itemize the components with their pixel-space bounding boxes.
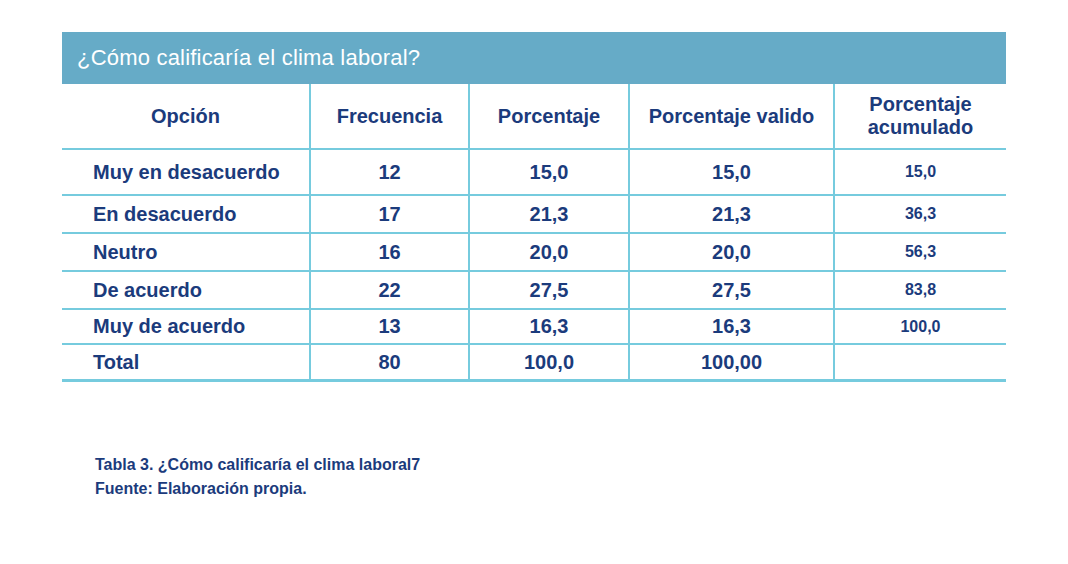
- cell-porcentaje-acumulado: 100,0: [833, 310, 1006, 345]
- column-header-porcentaje: Porcentaje: [468, 84, 628, 150]
- cell-porcentaje: 20,0: [468, 234, 628, 272]
- caption-source: Fuente: Elaboración propia.: [95, 477, 420, 501]
- cell-porcentaje: 21,3: [468, 196, 628, 234]
- page: ¿Cómo calificaría el clima laboral? Opci…: [0, 0, 1068, 564]
- cell-porcentaje-valido: 16,3: [628, 310, 833, 345]
- cell-total-porcentaje: 100,0: [468, 345, 628, 382]
- cell-option: Muy en desacuerdo: [62, 150, 309, 196]
- cell-porcentaje-valido: 27,5: [628, 272, 833, 310]
- table-title-banner: ¿Cómo calificaría el clima laboral?: [62, 32, 1006, 84]
- cell-porcentaje-acumulado: 56,3: [833, 234, 1006, 272]
- column-header-opcion: Opción: [62, 84, 309, 150]
- data-table: Opción Frecuencia Porcentaje Porcentaje …: [62, 84, 1006, 382]
- caption-title: Tabla 3. ¿Cómo calificaría el clima labo…: [95, 453, 420, 477]
- cell-total-label: Total: [62, 345, 309, 382]
- table-caption: Tabla 3. ¿Cómo calificaría el clima labo…: [95, 453, 420, 501]
- cell-total-porcentaje-valido: 100,00: [628, 345, 833, 382]
- cell-porcentaje-acumulado: 83,8: [833, 272, 1006, 310]
- column-header-frecuencia: Frecuencia: [309, 84, 468, 150]
- cell-option: Muy de acuerdo: [62, 310, 309, 345]
- cell-porcentaje: 15,0: [468, 150, 628, 196]
- cell-porcentaje-acumulado: 15,0: [833, 150, 1006, 196]
- cell-frecuencia: 13: [309, 310, 468, 345]
- cell-option: De acuerdo: [62, 272, 309, 310]
- cell-option: Neutro: [62, 234, 309, 272]
- column-header-porcentaje-acumulado: Porcentaje acumulado: [833, 84, 1006, 150]
- cell-porcentaje: 16,3: [468, 310, 628, 345]
- cell-total-porcentaje-acumulado: [833, 345, 1006, 382]
- cell-option: En desacuerdo: [62, 196, 309, 234]
- column-header-porcentaje-valido: Porcentaje valido: [628, 84, 833, 150]
- cell-porcentaje-valido: 15,0: [628, 150, 833, 196]
- cell-frecuencia: 17: [309, 196, 468, 234]
- cell-total-frecuencia: 80: [309, 345, 468, 382]
- cell-frecuencia: 22: [309, 272, 468, 310]
- table-title: ¿Cómo calificaría el clima laboral?: [77, 45, 420, 71]
- cell-porcentaje-valido: 20,0: [628, 234, 833, 272]
- cell-porcentaje-valido: 21,3: [628, 196, 833, 234]
- cell-frecuencia: 16: [309, 234, 468, 272]
- cell-frecuencia: 12: [309, 150, 468, 196]
- cell-porcentaje: 27,5: [468, 272, 628, 310]
- cell-porcentaje-acumulado: 36,3: [833, 196, 1006, 234]
